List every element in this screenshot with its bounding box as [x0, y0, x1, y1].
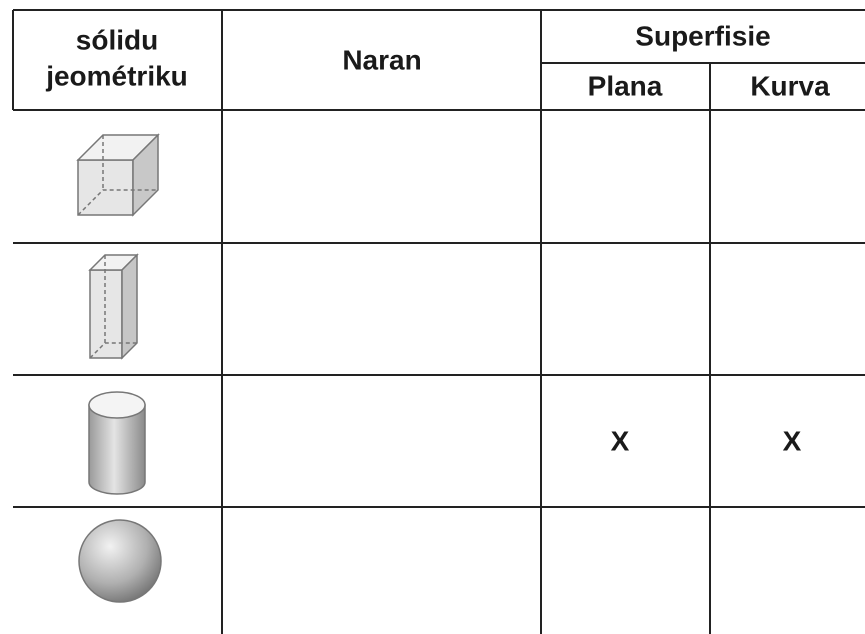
header-surface: Superfisie	[635, 20, 770, 51]
prism-icon	[88, 253, 139, 360]
header-curved: Kurva	[750, 70, 830, 101]
plane-mark: X	[611, 425, 630, 456]
header-solid: jeométriku	[45, 60, 188, 91]
table-rules	[12, 9, 865, 634]
cylinder-icon	[88, 391, 146, 495]
sphere-icon	[78, 519, 162, 603]
header-name: Naran	[342, 44, 421, 75]
header-plane: Plana	[588, 70, 663, 101]
cube-icon	[76, 133, 160, 217]
header-solid: sólidu	[76, 24, 158, 55]
curved-mark: X	[783, 425, 802, 456]
